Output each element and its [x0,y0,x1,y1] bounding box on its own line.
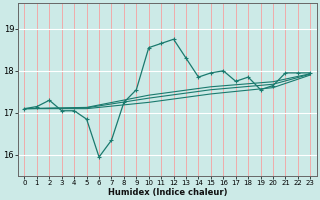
X-axis label: Humidex (Indice chaleur): Humidex (Indice chaleur) [108,188,227,197]
